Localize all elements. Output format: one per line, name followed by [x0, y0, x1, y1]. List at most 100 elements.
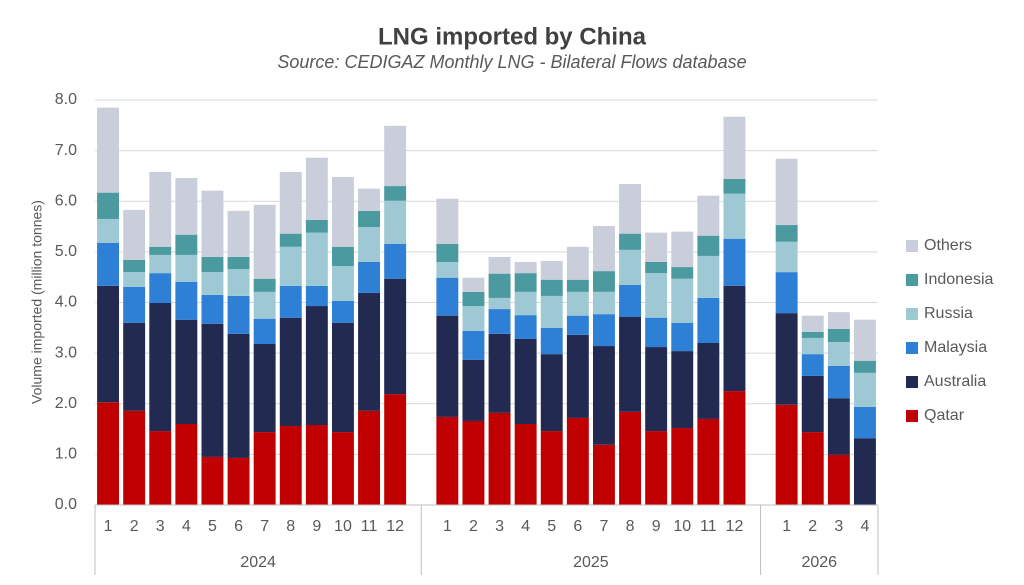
bar-segment — [645, 317, 668, 348]
bar-segment — [801, 331, 824, 338]
bar-segment — [436, 315, 459, 417]
bar-segment — [279, 171, 302, 234]
bar-segment — [619, 411, 642, 505]
bar-segment — [358, 227, 381, 262]
bar-segment — [305, 306, 328, 426]
bar-segment — [358, 210, 381, 228]
bar-segment — [227, 269, 250, 296]
y-tick-label: 6.0 — [55, 192, 77, 209]
x-tick-label: 8 — [286, 518, 295, 535]
bar-segment — [775, 272, 798, 314]
bar-segment — [723, 193, 746, 239]
bar-segment — [149, 246, 172, 255]
group-label: 2024 — [240, 554, 276, 571]
bar-segment — [253, 291, 276, 319]
bar-segment — [305, 219, 328, 233]
bar-segment — [853, 406, 876, 439]
bar-segment — [540, 295, 563, 328]
bar-segment — [279, 285, 302, 318]
x-tick-label: 3 — [495, 518, 504, 535]
legend-label: Qatar — [924, 407, 965, 424]
bar-segment — [514, 315, 537, 339]
bar-segment — [331, 300, 354, 323]
bar-segment — [436, 243, 459, 262]
bar-segment — [358, 292, 381, 411]
bar-segment — [801, 337, 824, 355]
bar-segment — [827, 341, 850, 366]
bar-segment — [462, 306, 485, 331]
bar-segment — [149, 431, 172, 505]
bar-segment — [540, 279, 563, 296]
bar-segment — [149, 273, 172, 304]
bar-segment — [305, 157, 328, 220]
bar-segment — [645, 262, 668, 274]
bar-segment — [540, 354, 563, 432]
bar-segment — [227, 295, 250, 334]
bar-segment — [827, 454, 850, 505]
bar-segment — [149, 171, 172, 247]
x-tick-label: 4 — [521, 518, 530, 535]
bar-segment — [801, 315, 824, 332]
bar-segment — [384, 125, 407, 187]
bar-segment — [853, 438, 876, 505]
bar-segment — [384, 186, 407, 201]
bar-segment — [331, 432, 354, 505]
bar-segment — [436, 277, 459, 316]
group-label: 2025 — [573, 554, 609, 571]
bar-segment — [201, 323, 224, 457]
bar-segment — [358, 188, 381, 211]
bar-segment — [149, 254, 172, 274]
x-tick-label: 2 — [808, 518, 817, 535]
bar-segment — [279, 426, 302, 505]
bar-segment — [175, 424, 198, 505]
bar-segment — [619, 284, 642, 317]
bar-segment — [175, 281, 198, 320]
bar-segment — [801, 432, 824, 505]
bar-segment — [384, 278, 407, 395]
bar-segment — [97, 192, 120, 219]
bar-segment — [97, 218, 120, 243]
x-tick-label: 12 — [726, 518, 744, 535]
bar-segment — [697, 297, 720, 343]
x-tick-label: 9 — [652, 518, 661, 535]
bar-segment — [253, 344, 276, 433]
x-tick-label: 1 — [782, 518, 791, 535]
bar-segment — [488, 297, 511, 310]
x-tick-label: 10 — [673, 518, 691, 535]
legend-swatch — [906, 240, 918, 252]
bar-segment — [566, 279, 589, 292]
bar-segment — [488, 333, 511, 413]
bar-segment — [436, 198, 459, 244]
legend-swatch — [906, 410, 918, 422]
bar-segment — [201, 256, 224, 273]
bar-segment — [279, 233, 302, 247]
bar-segment — [645, 431, 668, 505]
x-tick-label: 10 — [334, 518, 352, 535]
bar-segment — [201, 456, 224, 505]
x-tick-label: 5 — [547, 518, 556, 535]
bar-segment — [384, 394, 407, 505]
bar-segment — [358, 262, 381, 293]
y-axis-label: Volume imported (million tonnes) — [29, 200, 45, 404]
bar-segment — [97, 242, 120, 286]
legend-swatch — [906, 308, 918, 320]
x-tick-label: 9 — [312, 518, 321, 535]
bar-segment — [592, 314, 615, 347]
bar-segment — [462, 420, 485, 505]
legend-swatch — [906, 376, 918, 388]
x-tick-label: 11 — [700, 518, 717, 535]
bar-segment — [227, 256, 250, 270]
bar-segment — [488, 309, 511, 334]
bar-segment — [253, 318, 276, 345]
bar-segment — [592, 291, 615, 315]
bar-segment — [592, 444, 615, 505]
bar-segment — [619, 316, 642, 412]
bar-segment — [175, 177, 198, 235]
bar-segment — [827, 365, 850, 399]
bar-segment — [514, 424, 537, 505]
bar-segment — [201, 272, 224, 295]
bar-segment — [592, 346, 615, 445]
bar-segment — [723, 178, 746, 194]
bar-segment — [462, 330, 485, 360]
y-tick-label: 4.0 — [55, 294, 77, 311]
